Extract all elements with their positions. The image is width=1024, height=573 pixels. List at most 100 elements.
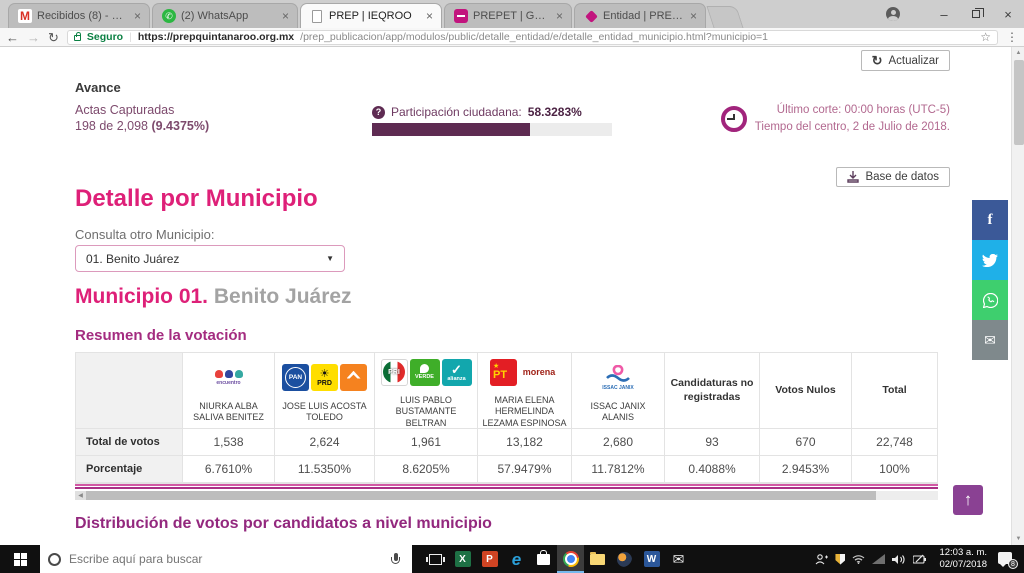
pct-cell: 11.7812% — [572, 456, 665, 483]
votes-cell: 93 — [665, 429, 760, 456]
wifi-icon[interactable] — [852, 554, 865, 564]
actualizar-button[interactable]: ↻ Actualizar — [860, 50, 950, 71]
powerpoint-app[interactable]: P — [476, 545, 503, 573]
close-icon[interactable]: × — [555, 9, 563, 23]
security-label: Seguro — [86, 31, 124, 43]
prepet-icon — [454, 9, 468, 23]
scroll-left-icon[interactable]: ◀ — [75, 491, 86, 500]
tab-prep-ieqroo[interactable]: PREP | IEQROO × — [300, 3, 442, 28]
question-icon[interactable]: ? — [372, 105, 385, 119]
close-window-button[interactable]: × — [1004, 6, 1012, 22]
page-content: ↻ Actualizar Avance Actas Capturadas 198… — [0, 47, 1024, 545]
close-icon[interactable]: × — [689, 9, 697, 23]
email-share-button[interactable]: ✉ — [972, 320, 1008, 360]
row-label-porcentaje: Porcentaje — [76, 456, 183, 483]
taskbar-clock[interactable]: 12:03 a. m. 02/07/2018 — [939, 547, 987, 571]
taskbar-search[interactable] — [40, 545, 412, 573]
header-candidate-janix: ISSAC JANIX ISSAC JANIX ALANIS — [572, 353, 665, 429]
scroll-to-top-button[interactable]: ↑ — [953, 485, 983, 515]
close-icon[interactable]: × — [425, 9, 433, 23]
gmail-icon: M — [18, 9, 32, 23]
social-share-bar: f ✉ — [972, 200, 1008, 360]
up-arrow-icon: ↑ — [963, 490, 973, 509]
twitter-share-button[interactable] — [972, 240, 1008, 280]
tab-gmail[interactable]: M Recibidos (8) - comunica × — [8, 3, 150, 28]
municipio-select[interactable]: 01. Benito Juárez ▼ — [75, 245, 345, 272]
restore-button[interactable] — [960, 0, 992, 28]
pt-logo: ★ PT — [490, 358, 517, 386]
header-blank-cell — [76, 353, 183, 429]
prep-diamond-icon — [584, 9, 598, 23]
email-icon: ✉ — [984, 331, 996, 348]
download-icon — [847, 171, 860, 183]
mail-app[interactable]: ✉ — [665, 545, 692, 573]
header-no-registradas: Candidaturas no registradas — [665, 353, 760, 429]
window-controls: – × — [886, 0, 1024, 28]
facebook-icon: f — [987, 211, 993, 228]
file-explorer-app[interactable] — [584, 545, 611, 573]
excel-app[interactable]: X — [449, 545, 476, 573]
votes-cell: 1,961 — [375, 429, 478, 456]
scroll-down-icon[interactable]: ▼ — [1015, 536, 1022, 542]
avance-title: Avance — [75, 80, 121, 95]
network-signal-icon[interactable] — [872, 554, 886, 564]
verde-logo: VERDE — [409, 358, 440, 386]
actas-capturadas-label: Actas Capturadas — [75, 103, 175, 117]
forward-icon: → — [27, 29, 40, 45]
nueva-alianza-logo: ✓ alianza — [441, 358, 472, 386]
bookmark-star-icon[interactable]: ☆ — [980, 30, 991, 44]
pct-cell: 2.9453% — [760, 456, 852, 483]
refresh-icon[interactable]: ↻ — [48, 29, 59, 45]
mc-logo — [340, 364, 367, 392]
close-icon[interactable]: × — [133, 9, 141, 23]
facebook-share-button[interactable]: f — [972, 200, 1008, 240]
whatsapp-share-button[interactable] — [972, 280, 1008, 320]
store-app[interactable] — [530, 545, 557, 573]
start-button[interactable] — [0, 545, 40, 573]
tab-entidad-prep[interactable]: Entidad | PREP 2018 × — [574, 3, 706, 28]
chrome-icon — [562, 551, 579, 567]
edge-app[interactable]: e — [503, 545, 530, 573]
vertical-scrollbar[interactable]: ▲ ▼ — [1011, 47, 1024, 545]
taskbar-search-input[interactable] — [69, 552, 383, 566]
horizontal-scroll-thumb[interactable] — [86, 491, 876, 500]
header-candidate-pan-prd-mc: PAN ☀ PRD JOSE LUIS ACOSTA TOLEDO — [275, 353, 375, 429]
participacion-progress-bar — [372, 123, 612, 136]
mail-icon: ✉ — [672, 551, 685, 567]
vertical-scroll-thumb[interactable] — [1013, 60, 1024, 145]
clock-icon — [720, 106, 747, 133]
battery-pen-icon[interactable] — [913, 554, 928, 564]
globe-app[interactable] — [611, 545, 638, 573]
people-icon[interactable] — [815, 553, 829, 565]
horizontal-scrollbar[interactable]: ◀ — [75, 491, 938, 500]
minimize-button[interactable]: – — [940, 6, 948, 22]
votes-cell: 22,748 — [852, 429, 937, 456]
profile-icon[interactable] — [886, 7, 900, 21]
base-de-datos-button[interactable]: Base de datos — [836, 167, 950, 187]
close-icon[interactable]: × — [281, 9, 289, 23]
twitter-icon — [982, 253, 998, 267]
notification-center-button[interactable]: 8 — [998, 552, 1018, 569]
windows-logo-icon — [13, 552, 27, 566]
task-view-button[interactable] — [422, 545, 449, 573]
chrome-menu-icon[interactable]: ⋮ — [1006, 30, 1018, 44]
security-shield-icon[interactable] — [835, 553, 846, 565]
speaker-icon[interactable] — [892, 554, 906, 565]
whatsapp-icon — [982, 292, 998, 308]
votes-cell: 13,182 — [478, 429, 572, 456]
back-icon[interactable]: ← — [6, 29, 19, 45]
microphone-icon[interactable] — [391, 552, 400, 566]
address-bar[interactable]: Seguro | https://prepquintanaroo.org.mx … — [66, 29, 998, 45]
scroll-up-icon[interactable]: ▲ — [1015, 50, 1022, 56]
document-icon — [310, 9, 324, 23]
tab-title: Recibidos (8) - comunica — [37, 10, 127, 22]
new-tab-button[interactable] — [706, 6, 744, 28]
chrome-app[interactable] — [557, 545, 584, 573]
votes-cell: 670 — [760, 429, 852, 456]
tab-title: (2) WhatsApp — [181, 10, 249, 22]
votes-cell: 2,680 — [572, 429, 665, 456]
tab-whatsapp[interactable]: ✆ (2) WhatsApp × — [152, 3, 298, 28]
tab-prepet[interactable]: PREPET | Gubernatura - E × — [444, 3, 572, 28]
word-app[interactable]: W — [638, 545, 665, 573]
